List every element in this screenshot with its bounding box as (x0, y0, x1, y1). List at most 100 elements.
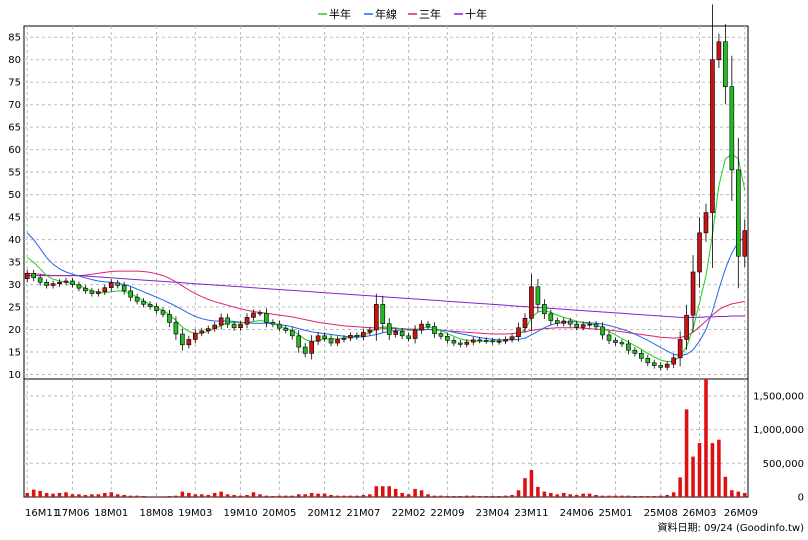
volume-bar (167, 495, 172, 497)
candlestick (716, 33, 722, 68)
volume-bar (704, 379, 708, 497)
volume-bar (368, 494, 372, 497)
volume-bar (445, 495, 450, 497)
x-tick-label: 23M04 (476, 508, 510, 519)
volume-bar (529, 470, 534, 497)
candlestick (315, 332, 321, 345)
candlestick (322, 332, 327, 342)
volume-bar (77, 494, 81, 497)
volume-bar (413, 488, 417, 497)
volume-bar (626, 495, 631, 497)
candlestick (89, 287, 95, 297)
volume-bar (555, 494, 560, 497)
volume-bar (742, 492, 747, 497)
candlestick (102, 284, 108, 295)
volume-bar (122, 494, 126, 497)
volume-bar (393, 488, 398, 497)
candlestick (729, 55, 735, 201)
volume-bar (251, 492, 256, 497)
volume-bar (187, 492, 191, 497)
candlestick (567, 317, 573, 328)
volume-bar (646, 495, 650, 497)
x-tick-label: 19M03 (178, 508, 212, 519)
candlestick (37, 274, 43, 286)
candlestick (432, 322, 437, 338)
volume-bar (510, 494, 514, 497)
x-tick-label: 23M11 (514, 508, 548, 519)
volume-bar (600, 495, 605, 497)
x-tick-label: 24M06 (560, 508, 594, 519)
candlestick (212, 321, 218, 332)
candlestick (121, 281, 127, 295)
candlestick (406, 332, 411, 342)
volume-bar (141, 495, 146, 497)
candlestick (580, 321, 586, 331)
candlestick (697, 217, 702, 288)
volume-bar (400, 492, 404, 497)
candlestick (710, 4, 715, 268)
candlestick (24, 269, 30, 283)
candlestick (367, 326, 373, 336)
candlestick (503, 336, 508, 345)
price-tick-label: 25 (8, 303, 21, 314)
candlestick (63, 277, 69, 286)
x-tick-label: 26M09 (724, 508, 758, 519)
candlestick (587, 321, 592, 328)
price-panel: 10 15 20 25 30 35 40 45 50 55 60 65 70 75 80 85 (8, 4, 749, 381)
candlestick (690, 255, 696, 333)
volume-bar (96, 494, 101, 497)
volume-bar (335, 495, 340, 497)
volume-bar (245, 494, 249, 497)
candlestick (277, 320, 282, 332)
price-tick-label: 10 (8, 370, 21, 381)
volume-bar (684, 409, 689, 497)
candlestick (632, 347, 638, 357)
candlestick (70, 277, 75, 288)
x-tick-label: 16M11 (25, 508, 59, 519)
price-tick-label: 85 (8, 33, 21, 44)
price-axis: 10 15 20 25 30 35 40 45 50 55 60 65 70 75 80 85 (8, 33, 21, 381)
candlestick (535, 278, 541, 313)
candlestick (542, 299, 547, 319)
candlestick (600, 322, 605, 340)
candlestick (173, 316, 179, 340)
price-tick-label: 55 (8, 168, 21, 179)
candlestick (328, 335, 334, 347)
candlestick (341, 335, 347, 343)
volume-tick-label: 1,500,000 (753, 391, 804, 402)
candlestick (380, 295, 386, 333)
volume-bar (51, 493, 55, 497)
candlestick (425, 321, 431, 330)
candlestick (477, 336, 483, 344)
x-tick-label: 18M08 (139, 508, 173, 519)
candlestick (296, 330, 302, 353)
moving-average-lines (26, 153, 746, 362)
volume-bar (697, 443, 702, 497)
x-tick-label: 25M08 (644, 508, 678, 519)
volume-bar (736, 491, 741, 497)
candlestick (742, 219, 748, 268)
volume-bar (465, 495, 469, 497)
price-tick-label: 80 (8, 55, 21, 66)
volume-bar (284, 495, 288, 497)
candlestick (31, 269, 37, 282)
volume-panel: 0 500,000 1,000,000 1,500,000 (23, 378, 804, 504)
candlestick (251, 309, 256, 321)
candlestick (613, 337, 618, 346)
volume-bar (31, 489, 36, 497)
candlestick (509, 333, 515, 343)
candlestick (199, 327, 205, 337)
candlestick (483, 337, 489, 344)
candlestick (645, 354, 651, 367)
candlestick (703, 203, 709, 242)
candlestick (264, 308, 269, 328)
ma-three-year-line (27, 270, 745, 339)
volume-bar (523, 478, 527, 497)
candlestick (96, 288, 101, 297)
candlestick (186, 335, 192, 349)
price-gridlines (24, 26, 748, 379)
price-tick-label: 50 (8, 190, 21, 201)
volume-bar (406, 494, 411, 497)
candlestick (373, 293, 379, 341)
candlestick (561, 317, 567, 327)
